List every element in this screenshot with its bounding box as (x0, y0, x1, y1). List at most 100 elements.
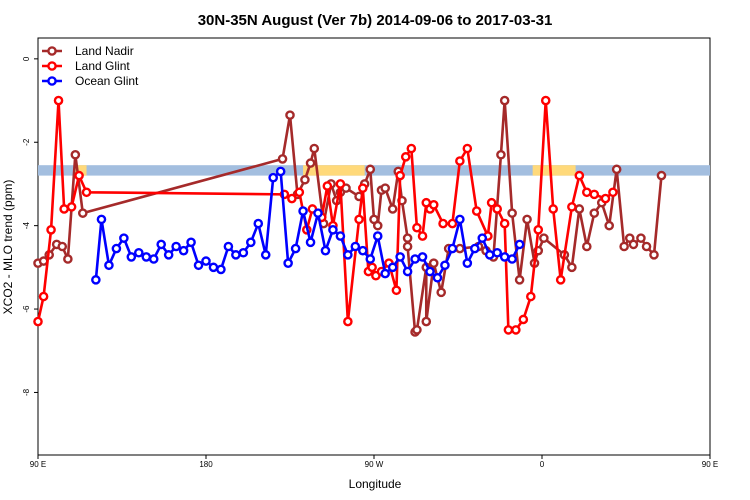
series-layer (33, 95, 667, 337)
series-point-1-46 (526, 291, 536, 302)
y-tick-label-4: -8 (22, 388, 31, 396)
land-segment-1 (303, 165, 365, 176)
series-point-2-56 (507, 254, 517, 264)
series-point-1-33 (428, 199, 439, 210)
series-point-2-57 (514, 239, 525, 250)
series-point-2-16 (208, 262, 219, 273)
series-point-0-61 (636, 233, 646, 243)
chart-title: 30N-35N August (Ver 7b) 2014-09-06 to 20… (198, 12, 553, 29)
series-point-0-36 (436, 287, 447, 298)
series-point-2-0 (91, 275, 101, 285)
series-point-2-24 (268, 172, 279, 183)
series-point-2-17 (216, 264, 226, 275)
series-point-0-23 (372, 220, 383, 231)
series-point-2-41 (395, 252, 405, 262)
series-point-2-1 (96, 214, 107, 225)
series-point-0-42 (496, 149, 506, 160)
series-point-1-42 (499, 218, 510, 229)
series-point-2-39 (380, 268, 391, 279)
series-point-1-45 (518, 314, 529, 325)
series-point-2-44 (417, 252, 428, 262)
series-point-2-19 (231, 250, 241, 260)
series-point-2-49 (455, 214, 465, 225)
series-point-2-42 (402, 266, 413, 277)
series-point-0-63 (649, 250, 659, 260)
series-point-2-26 (283, 258, 293, 268)
axes: 90 E 180 90 W 0 90 E 0 -2 -4 -6 -8 (22, 56, 718, 469)
series-point-2-15 (201, 256, 211, 266)
x-tick-label-0: 90 E (30, 460, 46, 469)
series-point-0-9 (285, 110, 295, 120)
series-point-1-10 (294, 187, 305, 198)
series-point-2-34 (343, 250, 353, 260)
series-point-1-9 (287, 193, 297, 204)
series-point-1-47 (533, 225, 544, 235)
series-point-1-43 (503, 325, 514, 335)
series-point-2-47 (440, 260, 450, 271)
series-point-2-14 (193, 260, 204, 271)
series-point-1-29 (412, 222, 422, 233)
series-point-2-36 (357, 245, 368, 256)
series-point-1-6 (74, 170, 84, 181)
series-point-2-5 (126, 252, 137, 262)
series-2 (91, 166, 525, 285)
series-point-0-25 (380, 183, 391, 193)
series-point-2-20 (238, 247, 249, 258)
series-point-0-52 (574, 204, 585, 214)
series-point-1-50 (555, 275, 566, 285)
series-point-1-37 (462, 143, 473, 154)
series-point-0-51 (567, 262, 577, 273)
series-point-2-46 (432, 272, 443, 283)
series-point-0-11 (300, 174, 310, 185)
land-segment-0 (75, 165, 87, 176)
series-point-1-40 (486, 197, 497, 208)
series-point-1-52 (574, 170, 585, 181)
series-point-2-40 (387, 262, 398, 273)
series-point-2-12 (178, 245, 189, 256)
series-point-0-7 (78, 208, 88, 218)
series-point-0-44 (507, 208, 517, 218)
series-point-2-31 (320, 245, 331, 256)
series-point-1-35 (447, 218, 458, 229)
series-point-0-43 (499, 95, 510, 106)
series-point-1-18 (354, 214, 364, 225)
series-point-1-48 (540, 95, 551, 106)
series-point-2-18 (223, 241, 234, 252)
series-point-2-23 (260, 250, 271, 260)
series-point-2-52 (477, 233, 488, 243)
series-point-2-13 (186, 237, 196, 248)
series-point-1-55 (600, 193, 611, 204)
series-point-1-1 (38, 291, 49, 302)
series-point-0-64 (656, 170, 667, 181)
series-point-0-58 (619, 241, 629, 252)
series-point-0-6 (70, 149, 81, 160)
series-point-0-35 (428, 258, 439, 268)
series-point-0-4 (57, 241, 68, 252)
series-point-2-37 (365, 254, 376, 264)
series-point-2-4 (119, 233, 129, 243)
land-segment-2 (532, 165, 576, 176)
series-point-2-10 (163, 250, 174, 260)
series-point-2-7 (141, 252, 152, 262)
series-point-1-0 (33, 316, 43, 327)
series-point-1-21 (367, 262, 377, 273)
x-tick-label-1: 180 (199, 460, 213, 469)
series-point-0-21 (365, 164, 376, 175)
series-point-0-38 (455, 243, 465, 254)
series-point-1-49 (548, 204, 559, 214)
series-point-1-5 (66, 202, 77, 212)
series-point-0-53 (582, 241, 592, 252)
series-point-0-49 (539, 233, 549, 243)
series-point-0-60 (628, 239, 639, 250)
series-point-1-26 (395, 170, 405, 181)
series-point-2-38 (372, 231, 383, 241)
series-point-0-54 (589, 208, 600, 218)
series-point-2-32 (328, 225, 338, 235)
series-point-1-25 (391, 285, 402, 296)
series-point-2-30 (313, 208, 323, 218)
series-point-2-43 (410, 254, 420, 264)
legend-marker-1 (47, 61, 57, 71)
series-point-1-7 (81, 187, 92, 198)
series-point-2-50 (462, 258, 473, 268)
series-point-1-56 (608, 187, 618, 198)
